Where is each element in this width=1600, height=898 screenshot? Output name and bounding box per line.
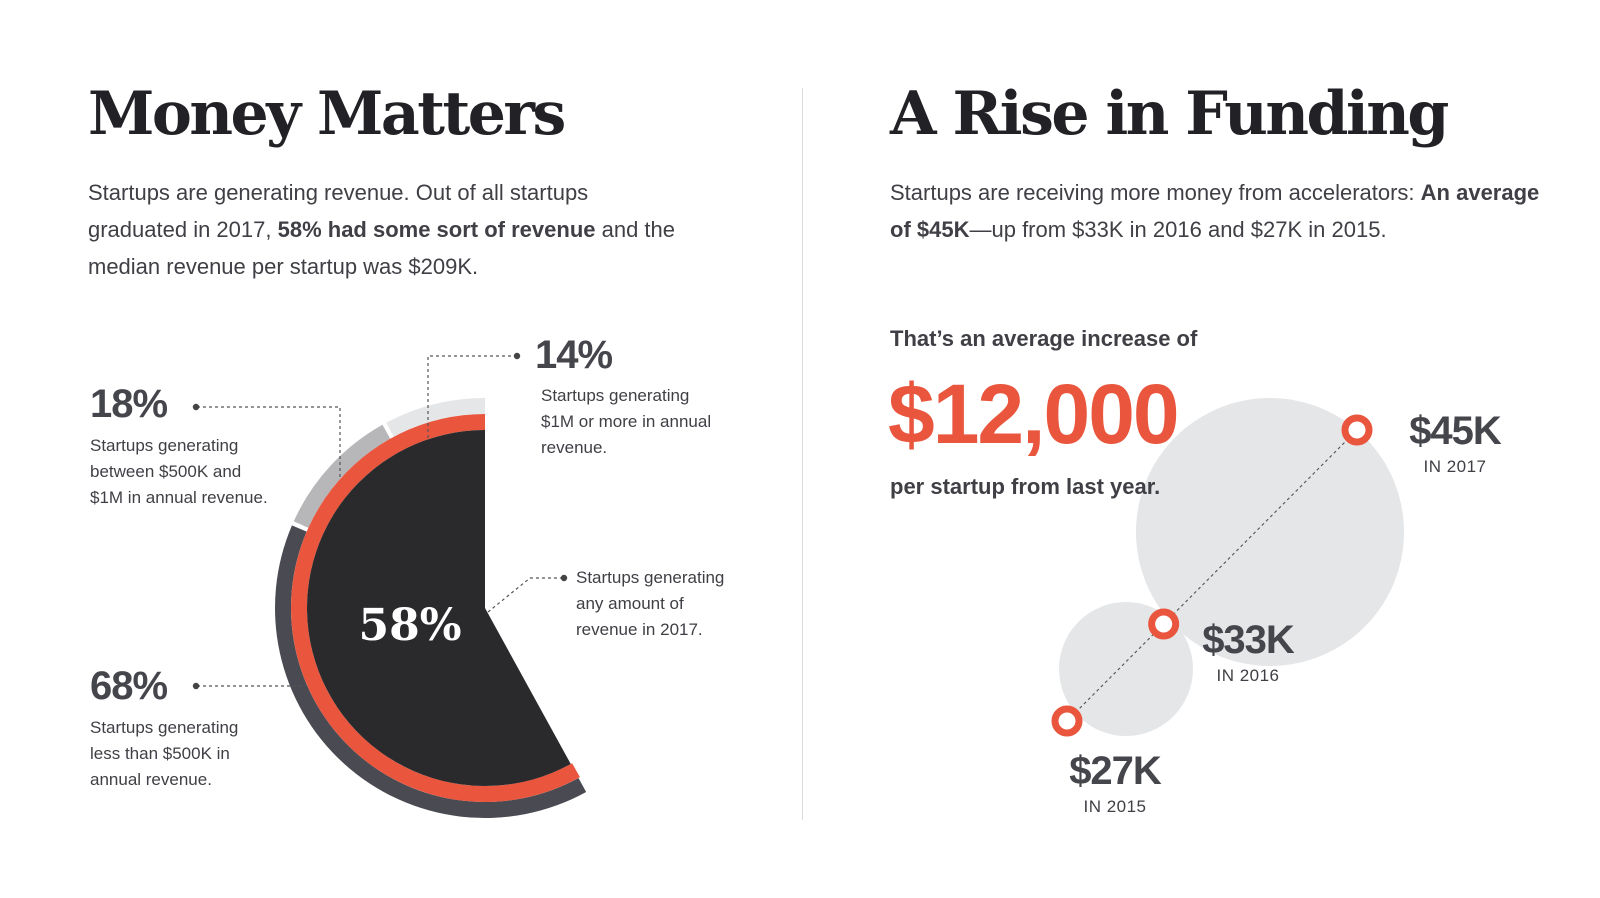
leader-lines bbox=[197, 355, 563, 687]
point-label-2017: $45K IN 2017 bbox=[1390, 411, 1520, 477]
center-label: 58% bbox=[358, 600, 461, 651]
scatter-points bbox=[1051, 414, 1373, 737]
pie-slice-58 bbox=[306, 430, 571, 787]
label-68-pct: 68% bbox=[90, 664, 168, 708]
dot-18 bbox=[192, 403, 200, 411]
dot-58 bbox=[560, 574, 568, 582]
increase-label: That’s an average increase of bbox=[890, 326, 1198, 351]
point-label-2015: $27K IN 2015 bbox=[1050, 751, 1180, 817]
intro-text-1: Startups are generating revenue. Out of … bbox=[88, 180, 589, 242]
value-2015: $27K bbox=[1069, 749, 1162, 793]
intro-text-1: Startups are receiving more money from a… bbox=[890, 180, 1421, 205]
intro-text-2: —up from $33K in 2016 and $27K in 2015. bbox=[969, 217, 1387, 242]
ring-segment-18 bbox=[293, 424, 391, 528]
rise-in-funding-title: A Rise in Funding bbox=[890, 79, 1449, 149]
data-point-in-2017 bbox=[1341, 414, 1373, 446]
value-2017: $45K bbox=[1409, 409, 1502, 453]
dot-68 bbox=[192, 682, 200, 690]
label-18-desc: Startups generating between $500K and $1… bbox=[90, 436, 268, 507]
leader-dots bbox=[192, 352, 568, 690]
year-2015: IN 2015 bbox=[1083, 797, 1147, 816]
panel-divider bbox=[802, 88, 803, 820]
intro-bold: An average of $45K bbox=[890, 180, 1540, 242]
intro-bold: 58% had some sort of revenue bbox=[277, 217, 596, 242]
money-matters-intro: Startups are generating revenue. Out of … bbox=[88, 174, 688, 285]
ring-segment-14 bbox=[386, 398, 485, 437]
year-2016: IN 2016 bbox=[1216, 666, 1280, 685]
rise-in-funding-intro: Startups are receiving more money from a… bbox=[890, 174, 1540, 248]
label-58-desc: Startups generating any amount of revenu… bbox=[576, 568, 725, 639]
dot-14 bbox=[513, 352, 521, 360]
bubble-2017 bbox=[1136, 398, 1404, 666]
intro-text-2: and the median revenue per startup was $… bbox=[88, 217, 676, 279]
year-2017: IN 2017 bbox=[1423, 457, 1487, 476]
increase-value: $12,000 bbox=[888, 367, 1180, 461]
money-matters-title: Money Matters bbox=[88, 79, 566, 149]
trend-line bbox=[1066, 429, 1358, 722]
increase-suffix: per startup from last year. bbox=[890, 474, 1161, 499]
label-68-desc: Startups generating less than $500K in a… bbox=[90, 718, 239, 789]
value-2016: $33K bbox=[1202, 618, 1295, 662]
data-point-in-2015 bbox=[1051, 705, 1083, 737]
label-14-desc: Startups generating $1M or more in annua… bbox=[541, 386, 712, 457]
leader-58 bbox=[487, 577, 563, 613]
data-point-in-2016 bbox=[1148, 608, 1180, 640]
label-18-pct: 18% bbox=[90, 382, 168, 426]
label-14-pct: 14% bbox=[535, 333, 613, 377]
point-label-2016: $33K IN 2016 bbox=[1183, 620, 1313, 686]
